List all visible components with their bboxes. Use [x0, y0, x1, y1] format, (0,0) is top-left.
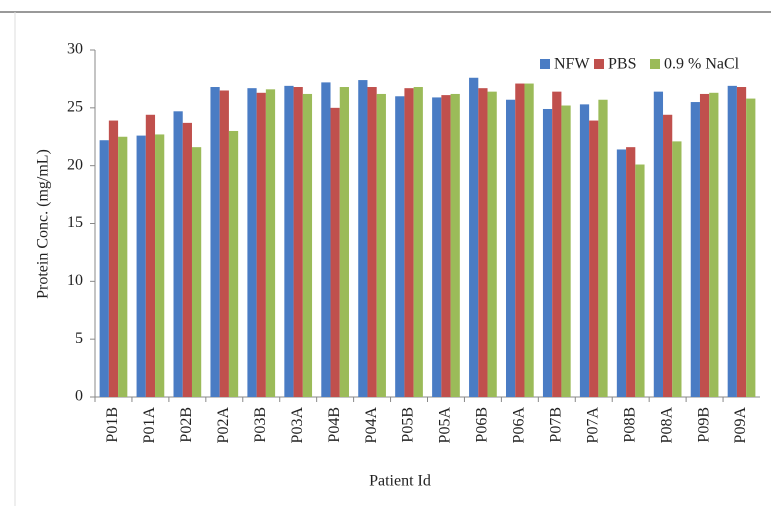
bar: [746, 98, 756, 397]
bar: [690, 102, 700, 398]
bar: [404, 88, 414, 398]
bar: [616, 149, 627, 397]
bar: [663, 114, 673, 398]
bar: [515, 83, 525, 397]
y-tick-label: 20: [67, 156, 83, 173]
bar: [219, 90, 229, 397]
bar: [561, 105, 571, 398]
bar: [228, 130, 239, 397]
bar: [395, 96, 405, 398]
y-tick-label: 30: [67, 41, 83, 58]
legend-label: PBS: [608, 56, 636, 73]
legend-swatch: [650, 59, 660, 69]
x-tick-label: P02A: [215, 407, 232, 444]
bar: [376, 93, 386, 397]
bar: [99, 140, 109, 397]
bar: [487, 91, 497, 397]
bar: [284, 85, 294, 398]
bar: [339, 87, 349, 397]
bar: [367, 87, 377, 397]
bar: [506, 99, 516, 397]
bar: [542, 108, 553, 398]
legend-label: NFW: [554, 56, 590, 73]
bar: [155, 134, 165, 398]
x-tick-label: P03A: [289, 407, 306, 444]
legend-swatch: [594, 59, 604, 69]
y-tick-label: 15: [67, 214, 83, 231]
bar: [108, 120, 119, 397]
bar: [598, 99, 608, 397]
x-tick-label: P08B: [621, 407, 638, 443]
x-tick-label: P06A: [511, 407, 528, 444]
bar: [256, 92, 266, 398]
bar: [626, 147, 636, 397]
bar: [182, 122, 192, 398]
y-tick-label: 0: [75, 388, 83, 405]
bar: [727, 85, 737, 398]
x-tick-label: P09A: [732, 407, 749, 444]
bar: [450, 93, 460, 397]
x-tick-label: P09B: [695, 407, 712, 443]
y-tick-label: 10: [67, 272, 83, 289]
bar: [210, 87, 220, 397]
y-tick-label: 5: [75, 330, 83, 347]
x-tick-label: P04A: [363, 407, 380, 444]
x-tick-label: P03B: [252, 407, 269, 443]
bar: [432, 97, 442, 397]
x-tick-label: P07B: [547, 407, 564, 443]
x-tick-label: P04B: [326, 407, 343, 443]
x-tick-label: P05A: [437, 407, 454, 444]
x-tick-label: P01B: [104, 407, 121, 443]
bar: [552, 91, 562, 397]
bar: [699, 93, 710, 397]
legend-swatch: [540, 59, 550, 69]
y-axis-label: Protein Conc. (mg/mL): [35, 149, 52, 299]
x-axis-label: Patient Id: [369, 473, 431, 490]
y-tick-label: 25: [67, 99, 83, 116]
x-tick-label: P07A: [584, 407, 601, 444]
bar: [247, 88, 257, 398]
bar: [293, 87, 303, 397]
bar: [136, 135, 146, 398]
bar: [635, 164, 645, 397]
bar: [478, 88, 488, 398]
bar: [145, 114, 156, 398]
x-tick-label: P06B: [474, 407, 491, 443]
x-tick-label: P08A: [658, 407, 675, 444]
bar: [709, 92, 719, 398]
bar: [736, 87, 747, 397]
bar: [173, 111, 183, 397]
bar: [358, 80, 368, 397]
bar: [413, 87, 423, 397]
bar: [524, 83, 534, 397]
legend-label: 0.9 % NaCl: [664, 56, 740, 73]
bar: [330, 107, 340, 397]
bar: [653, 91, 664, 397]
x-tick-label: P01A: [141, 407, 158, 444]
bar: [302, 93, 313, 397]
bar: [118, 136, 128, 397]
bar: [191, 147, 202, 397]
bar: [672, 141, 682, 397]
bar: [321, 82, 331, 398]
x-tick-label: P02B: [178, 407, 195, 443]
bar: [265, 89, 276, 398]
x-tick-label: P05B: [400, 407, 417, 443]
bar: [589, 120, 599, 397]
bar: [441, 95, 451, 398]
bar: [579, 104, 590, 397]
bar: [469, 77, 479, 397]
